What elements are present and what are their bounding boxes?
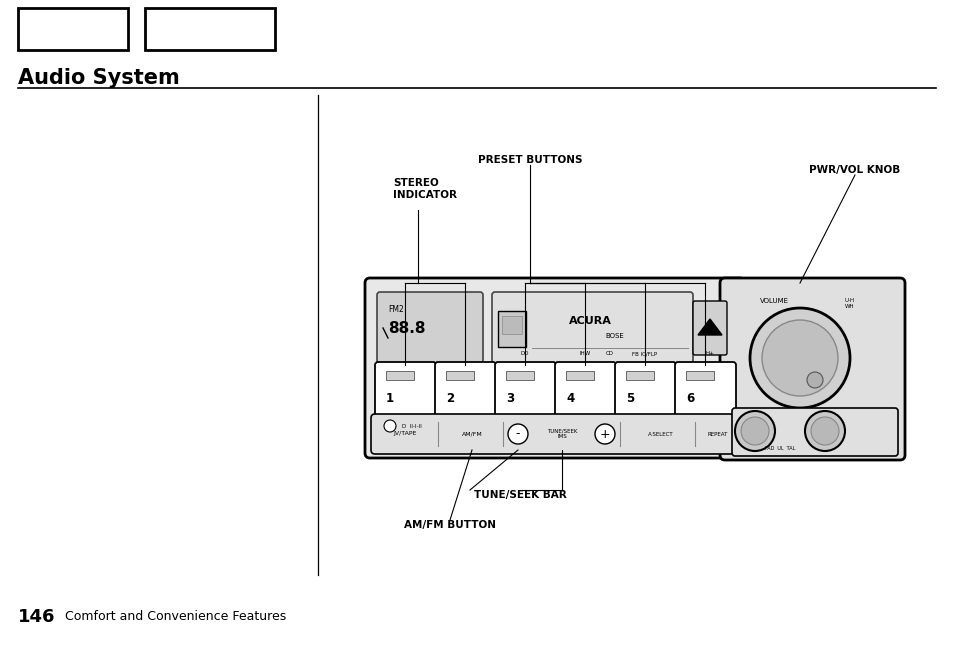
Text: D  II-I-II: D II-I-II bbox=[401, 424, 421, 428]
Circle shape bbox=[384, 420, 395, 432]
Text: FB IC/FLP: FB IC/FLP bbox=[632, 351, 657, 356]
Text: 2: 2 bbox=[446, 392, 454, 405]
Text: AM/FM BUTTON: AM/FM BUTTON bbox=[403, 520, 496, 530]
FancyBboxPatch shape bbox=[675, 362, 735, 416]
Text: JV/TAPE: JV/TAPE bbox=[393, 432, 416, 437]
Bar bbox=[505, 371, 534, 380]
FancyBboxPatch shape bbox=[495, 362, 556, 416]
FancyBboxPatch shape bbox=[435, 362, 496, 416]
Text: IHW: IHW bbox=[578, 351, 590, 356]
Text: REPEAT: REPEAT bbox=[707, 432, 727, 437]
Text: DD: DD bbox=[520, 351, 529, 356]
Text: Audio System: Audio System bbox=[18, 68, 179, 88]
Bar bbox=[501, 316, 521, 334]
FancyBboxPatch shape bbox=[375, 362, 436, 416]
Text: 5: 5 bbox=[625, 392, 634, 405]
Bar bbox=[497, 311, 525, 347]
Bar bbox=[446, 371, 474, 380]
Circle shape bbox=[804, 411, 844, 451]
Circle shape bbox=[810, 417, 838, 445]
Bar bbox=[565, 371, 594, 380]
Text: +: + bbox=[599, 428, 610, 441]
Text: TUNE/SEEK
IMS: TUNE/SEEK IMS bbox=[546, 428, 577, 439]
Text: AM/FM: AM/FM bbox=[461, 432, 482, 437]
Bar bbox=[625, 371, 654, 380]
Circle shape bbox=[507, 424, 527, 444]
FancyBboxPatch shape bbox=[555, 362, 616, 416]
Circle shape bbox=[806, 372, 822, 388]
Text: PRESET BUTTONS: PRESET BUTTONS bbox=[477, 155, 581, 165]
Bar bbox=[18, 8, 128, 50]
Text: U-H
WH: U-H WH bbox=[844, 298, 854, 309]
FancyBboxPatch shape bbox=[720, 278, 904, 460]
Text: ACURA: ACURA bbox=[568, 316, 611, 326]
FancyBboxPatch shape bbox=[376, 292, 482, 363]
Text: Comfort and Convenience Features: Comfort and Convenience Features bbox=[65, 610, 286, 623]
Circle shape bbox=[761, 320, 837, 396]
Text: 6: 6 bbox=[685, 392, 694, 405]
Polygon shape bbox=[698, 319, 721, 335]
Circle shape bbox=[749, 308, 849, 408]
FancyBboxPatch shape bbox=[492, 292, 692, 363]
FancyBboxPatch shape bbox=[371, 414, 733, 454]
Text: 146: 146 bbox=[18, 608, 55, 626]
FancyBboxPatch shape bbox=[731, 408, 897, 456]
Bar bbox=[685, 371, 713, 380]
Text: BOSE: BOSE bbox=[605, 333, 623, 339]
Circle shape bbox=[595, 424, 615, 444]
Circle shape bbox=[740, 417, 768, 445]
Text: FAD  UL  TAL: FAD UL TAL bbox=[764, 445, 795, 450]
Text: THE: THE bbox=[830, 422, 844, 428]
Text: H+: H+ bbox=[705, 351, 714, 356]
Text: BAS: BAS bbox=[760, 422, 774, 428]
Text: TUNE/SEEK BAR: TUNE/SEEK BAR bbox=[473, 490, 566, 500]
Text: 3: 3 bbox=[505, 392, 514, 405]
FancyBboxPatch shape bbox=[615, 362, 676, 416]
Text: A.SELECT: A.SELECT bbox=[647, 432, 673, 437]
Bar bbox=[386, 371, 414, 380]
Text: PWR/VOL KNOB: PWR/VOL KNOB bbox=[808, 165, 900, 175]
FancyBboxPatch shape bbox=[692, 301, 726, 355]
Bar bbox=[145, 8, 274, 50]
Text: STEREO
INDICATOR: STEREO INDICATOR bbox=[393, 178, 456, 200]
Text: CD: CD bbox=[605, 351, 614, 356]
Text: -: - bbox=[516, 428, 519, 441]
Text: VOLUME: VOLUME bbox=[760, 298, 788, 304]
Text: 88.8: 88.8 bbox=[388, 321, 425, 336]
FancyBboxPatch shape bbox=[365, 278, 744, 458]
Text: FM2: FM2 bbox=[388, 305, 403, 314]
Text: 4: 4 bbox=[565, 392, 574, 405]
Circle shape bbox=[734, 411, 774, 451]
Text: 1: 1 bbox=[386, 392, 394, 405]
